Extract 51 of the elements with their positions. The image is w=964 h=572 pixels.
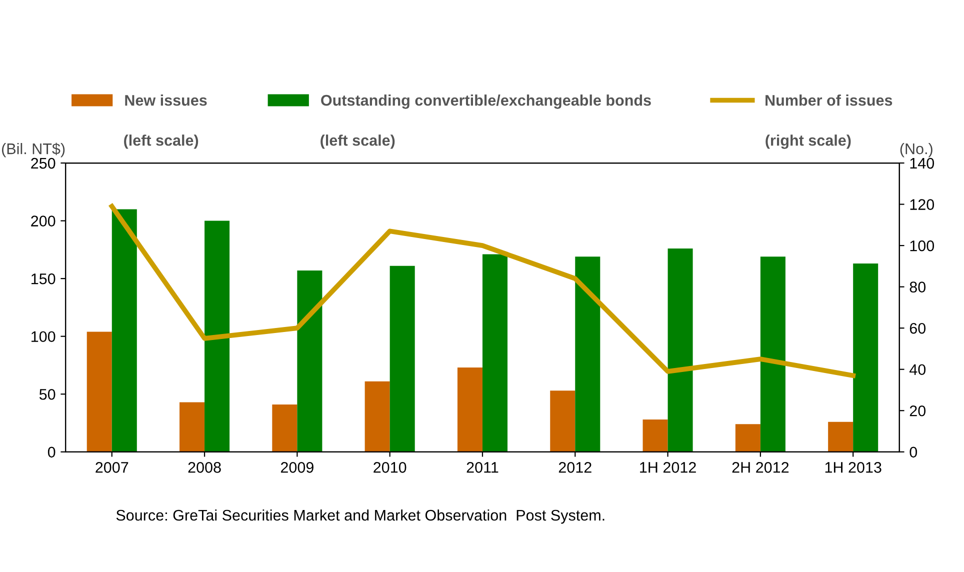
bar — [853, 264, 878, 452]
y-tick-label: 50 — [39, 388, 56, 400]
x-tick-label: 2011 — [466, 462, 498, 473]
y2-tick-label: 100 — [910, 240, 934, 252]
y2-tick-label: 0 — [910, 446, 918, 458]
legend-label: New issues — [125, 94, 207, 106]
y-tick-label: 100 — [32, 331, 56, 342]
x-tick-label: 1H 2012 — [640, 462, 696, 473]
x-tick-label: 2009 — [280, 462, 314, 473]
y2-tick-label: 20 — [910, 405, 926, 416]
bar — [390, 266, 415, 452]
bar — [112, 209, 137, 452]
y-tick-label: 150 — [32, 273, 56, 284]
y-tick-label: 200 — [31, 216, 56, 226]
bar — [86, 332, 112, 452]
bar — [735, 424, 760, 452]
bar — [668, 248, 693, 452]
x-tick-label: 2H 2012 — [732, 462, 789, 473]
y2-axis-title: (No.) — [900, 143, 932, 158]
line-series — [109, 204, 856, 378]
bar — [828, 422, 854, 452]
y2-tick-label: 80 — [910, 282, 926, 293]
text: (left scale) — [320, 134, 395, 149]
x-tick-label: 2010 — [374, 462, 406, 473]
bar — [760, 256, 786, 452]
bar — [272, 404, 298, 452]
y2-tick-label: 60 — [910, 322, 926, 334]
legend-label: Outstanding convertible/exchangeable bonds — [321, 94, 651, 109]
text: (right scale) — [766, 134, 851, 149]
y2-tick-label: 40 — [909, 364, 926, 376]
bar — [180, 402, 205, 452]
text: (left scale) — [124, 134, 198, 149]
y-axis-title: (Bil. NT$) — [2, 142, 65, 158]
x-tick-label: 2007 — [96, 462, 128, 473]
legend-label: Number of issues — [766, 94, 892, 106]
bar — [297, 270, 322, 452]
x-tick-label: 1H 2013 — [825, 462, 882, 473]
source-note: Source: GreTai Securities Market and Market Observation Post System. — [116, 509, 604, 524]
x-tick-label: 2008 — [188, 462, 221, 473]
y2-tick-label: 120 — [910, 199, 934, 210]
y2-tick-label: 140 — [910, 158, 934, 169]
y-tick-label: 250 — [31, 158, 56, 169]
bar — [204, 220, 230, 452]
bar — [575, 256, 600, 452]
bar — [482, 254, 508, 452]
bar — [642, 420, 668, 452]
bar — [550, 390, 576, 452]
bar — [457, 368, 482, 452]
bar — [364, 381, 390, 452]
y-tick-label: 0 — [48, 446, 56, 458]
x-tick-label: 2012 — [558, 462, 592, 473]
